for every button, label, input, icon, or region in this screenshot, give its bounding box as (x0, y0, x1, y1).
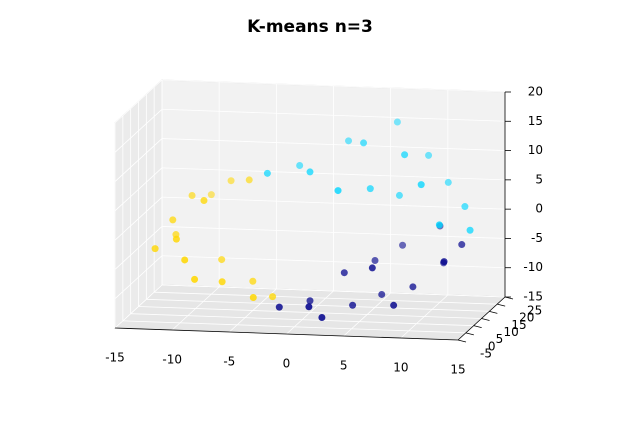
tick-mark (457, 339, 467, 343)
point (401, 151, 409, 159)
point (269, 293, 277, 301)
point (349, 301, 357, 309)
point (393, 118, 401, 126)
grid-line (146, 298, 490, 312)
grid-line (161, 196, 506, 210)
z-tick-label: 15 (528, 114, 543, 128)
point (245, 176, 253, 184)
point (249, 294, 257, 302)
y-tick-label: -5 (480, 347, 492, 361)
point (191, 275, 199, 283)
grid-line (161, 79, 506, 93)
point (425, 151, 433, 159)
point (371, 256, 379, 264)
point (318, 313, 326, 321)
z-tick-label: 0 (535, 202, 543, 216)
tick-mark (473, 325, 482, 329)
grid-line (114, 167, 163, 212)
grid-line (161, 167, 506, 181)
point (172, 231, 180, 239)
grid-line (114, 196, 163, 241)
y-tick-label: 20 (519, 311, 534, 325)
point (263, 169, 271, 177)
point (368, 264, 376, 272)
point (340, 269, 348, 277)
grid-line (161, 284, 506, 298)
point (218, 256, 226, 264)
y-tick-label: 25 (527, 304, 542, 318)
grid-line (122, 320, 466, 334)
point (227, 177, 235, 185)
point (409, 283, 417, 291)
grid-line (114, 255, 163, 300)
z-tick-label: -10 (523, 260, 543, 274)
grid-line (114, 79, 163, 124)
point (458, 241, 466, 249)
point (200, 196, 208, 204)
y-tick-label: 5 (496, 332, 504, 346)
axis-line (114, 327, 459, 341)
grid-line (114, 226, 163, 270)
tick-mark (481, 318, 490, 321)
point (399, 241, 407, 249)
point (207, 191, 215, 199)
grid-line (114, 138, 163, 182)
z-tick-label: 20 (528, 85, 543, 99)
x-tick-label: -5 (223, 355, 235, 369)
point (417, 181, 425, 189)
z-tick-label: 5 (535, 172, 543, 186)
point (188, 192, 196, 200)
point (345, 137, 353, 145)
axis-line (457, 296, 506, 341)
point (305, 303, 313, 311)
grid-line (161, 226, 506, 239)
chart-title: K-means n=3 (247, 17, 373, 37)
x-tick-label: -15 (105, 351, 125, 365)
point (169, 216, 177, 224)
tick-mark (489, 310, 498, 314)
grid-line (161, 138, 506, 151)
point (444, 178, 452, 186)
x-tick-label: -10 (162, 353, 182, 367)
point (378, 290, 386, 298)
z-tick-label: -5 (531, 231, 543, 245)
grid-line (114, 284, 163, 329)
x-tick-label: 15 (450, 363, 465, 377)
point (151, 245, 159, 253)
grid-line (114, 108, 163, 153)
point (296, 162, 304, 170)
point (466, 226, 474, 234)
y-tick-label: 0 (488, 339, 496, 353)
point (249, 277, 257, 285)
y-tick-label: 10 (504, 325, 519, 339)
point (366, 185, 374, 193)
y-tick-label: 15 (511, 318, 526, 332)
point (306, 168, 314, 176)
point (306, 297, 314, 305)
point (218, 278, 226, 286)
point (461, 203, 469, 211)
point (395, 191, 403, 199)
point (435, 221, 443, 229)
point (360, 139, 368, 147)
point (181, 256, 189, 264)
grid-line (130, 313, 474, 327)
x-tick-label: 5 (340, 359, 348, 373)
point (275, 303, 283, 311)
x-tick-label: 0 (283, 357, 291, 371)
grid-line (161, 108, 506, 122)
x-tick-label: 10 (393, 361, 408, 375)
grid-line (154, 291, 498, 305)
tick-mark (497, 303, 506, 307)
grid-line (138, 306, 482, 319)
z-tick-label: -15 (523, 290, 543, 304)
point (334, 187, 342, 195)
z-tick-label: 10 (528, 143, 543, 157)
point (440, 258, 448, 266)
tick-mark (465, 332, 474, 336)
point (390, 301, 398, 309)
